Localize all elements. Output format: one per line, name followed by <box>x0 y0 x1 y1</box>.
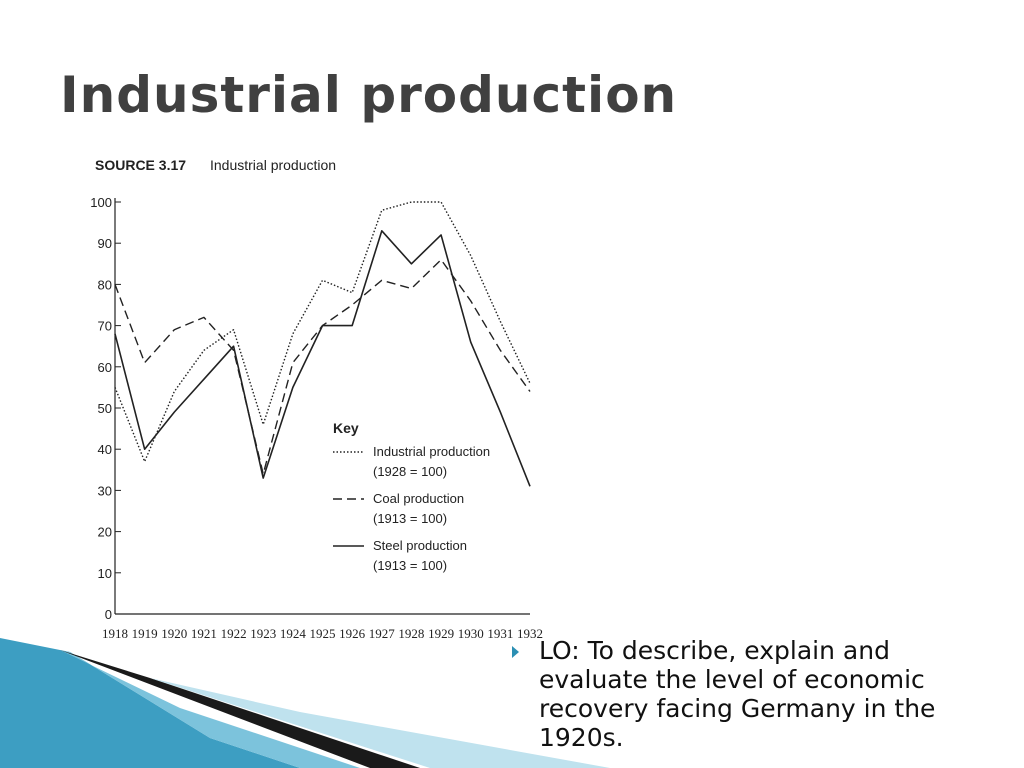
x-tick-label: 1919 <box>132 626 158 641</box>
chart-title: Industrial production <box>210 157 336 173</box>
decor-dark-stripe <box>60 650 420 768</box>
legend-entry-base: (1913 = 100) <box>373 558 447 573</box>
x-axis-ticks: 1918 1919 1920 1921 1922 1923 1924 1925 1926 1927… <box>102 626 543 641</box>
legend-entry-name: Steel production <box>373 538 467 553</box>
y-tick-label: 80 <box>98 277 112 292</box>
x-tick-label: 1931 <box>487 626 513 641</box>
x-tick-label: 1928 <box>398 626 424 641</box>
y-axis-ticks: 0 10 20 30 40 50 60 70 80 90 100 <box>90 195 121 622</box>
bullet-arrow-icon <box>512 646 519 658</box>
y-tick-label: 90 <box>98 236 112 251</box>
x-tick-label: 1922 <box>221 626 247 641</box>
y-tick-label: 10 <box>98 566 112 581</box>
x-tick-label: 1920 <box>161 626 187 641</box>
x-tick-label: 1929 <box>428 626 454 641</box>
decor-blue-band <box>0 638 300 768</box>
x-tick-label: 1926 <box>339 626 366 641</box>
legend-entry-base: (1928 = 100) <box>373 464 447 479</box>
x-tick-label: 1925 <box>310 626 336 641</box>
x-tick-label: 1930 <box>458 626 484 641</box>
legend-entry-name: Coal production <box>373 491 464 506</box>
y-tick-label: 30 <box>98 483 112 498</box>
y-tick-label: 20 <box>98 525 112 540</box>
slide-decoration <box>0 638 610 768</box>
y-tick-label: 40 <box>98 442 112 457</box>
y-tick-label: 50 <box>98 401 112 416</box>
y-tick-label: 0 <box>105 607 112 622</box>
y-tick-label: 100 <box>90 195 112 210</box>
y-tick-label: 60 <box>98 360 112 375</box>
learning-objective-text: LO: To describe, explain and evaluate th… <box>539 636 936 752</box>
chart-series <box>114 201 531 487</box>
x-tick-label: 1927 <box>369 626 396 641</box>
y-tick-label: 70 <box>98 319 112 334</box>
slide-title: Industrial production <box>60 66 678 124</box>
legend-entry-name: Industrial production <box>373 444 490 459</box>
chart-source-label: SOURCE 3.17 <box>95 157 186 173</box>
legend-title: Key <box>333 420 359 436</box>
x-tick-label: 1932 <box>517 626 543 641</box>
x-tick-label: 1924 <box>280 626 307 641</box>
legend-entry-base: (1913 = 100) <box>373 511 447 526</box>
series-line-industrial-production <box>114 201 531 463</box>
series-line-steel-production <box>114 230 531 487</box>
x-tick-label: 1923 <box>250 626 276 641</box>
chart-legend: Key Industrial production (1928 = 100) Coa… <box>333 420 490 573</box>
learning-objective: LO: To describe, explain and evaluate th… <box>512 636 982 752</box>
x-tick-label: 1918 <box>102 626 128 641</box>
chart-axes <box>114 198 530 615</box>
decor-pale-band <box>150 678 610 768</box>
x-tick-label: 1921 <box>191 626 217 641</box>
series-line-coal-production <box>114 258 531 475</box>
